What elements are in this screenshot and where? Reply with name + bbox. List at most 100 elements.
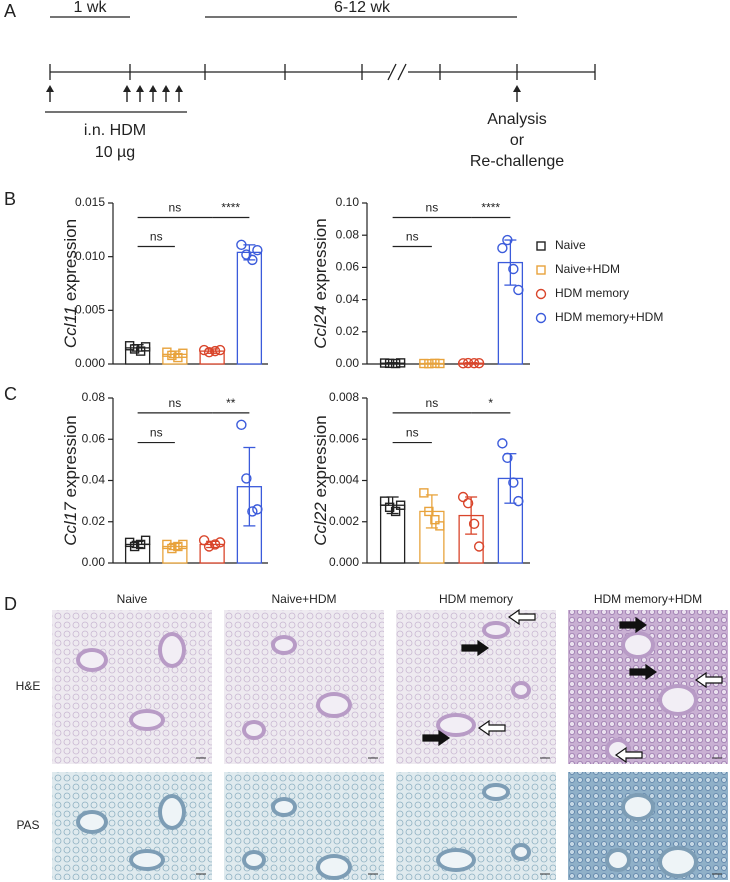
airway-lumen [246, 724, 262, 736]
data-point [214, 537, 226, 548]
y-tick-label: 0.010 [75, 249, 105, 263]
y-tick-label: 0.00 [336, 356, 360, 370]
gene-name: Ccl22 [311, 502, 330, 546]
row-label: PAS [16, 818, 39, 832]
panel-letter: B [4, 189, 16, 209]
data-point [203, 346, 215, 358]
data-point [129, 541, 140, 552]
data-point [462, 357, 474, 369]
airway-lumen [486, 625, 506, 635]
airway-lumen [515, 847, 527, 857]
data-point [203, 541, 215, 552]
legend-marker [536, 265, 546, 275]
column-header: HDM memory+HDM [594, 592, 702, 606]
data-point [198, 535, 210, 546]
y-tick-label: 0.015 [75, 195, 105, 209]
micrograph [568, 610, 728, 764]
data-point [236, 239, 247, 251]
arrow-open [694, 671, 723, 689]
data-point [473, 541, 485, 552]
dose-label: i.n. HDM [84, 122, 146, 139]
column-header: Naive [117, 592, 148, 606]
data-point [468, 357, 480, 369]
significance-label: ** [226, 396, 236, 410]
panel-letter: A [4, 1, 16, 21]
data-point [395, 358, 406, 368]
data-point [173, 541, 183, 552]
y-tick-label: 0.008 [329, 390, 359, 404]
data-point [390, 506, 401, 517]
data-point [241, 473, 252, 484]
arrow-head [513, 85, 521, 92]
data-point [419, 488, 429, 498]
duration-label: 1 wk [74, 0, 108, 16]
data-point [214, 344, 226, 356]
panel-letter: C [4, 384, 17, 404]
airway-lumen [440, 717, 472, 733]
y-tick-label: 0.10 [336, 195, 360, 209]
legend-marker [535, 312, 547, 324]
data-point [513, 495, 524, 507]
bar [236, 251, 263, 365]
y-axis-label: Ccl24 expression [311, 218, 330, 348]
airway-lumen [320, 858, 348, 876]
airway-lumen [275, 801, 293, 813]
legend-label: Naive+HDM [555, 262, 620, 276]
legend-marker [535, 288, 547, 300]
y-axis-text: expression [61, 219, 80, 301]
micrograph [396, 610, 556, 764]
y-axis-label: Ccl11 expression [61, 219, 80, 348]
significance-label: ns [150, 426, 163, 440]
y-axis-label: Ccl22 expression [311, 415, 330, 545]
data-point [390, 358, 401, 369]
y-tick-label: 0.002 [329, 514, 359, 528]
data-point [497, 242, 508, 254]
data-point [178, 539, 188, 550]
arrow-head [46, 85, 54, 92]
arrow-open [477, 719, 506, 737]
data-point [379, 358, 390, 368]
endpoint-label: Analysis [487, 111, 547, 128]
arrow-head [149, 85, 157, 92]
micrograph [224, 610, 384, 764]
y-tick-label: 0.00 [82, 555, 106, 569]
data-point [252, 245, 263, 256]
airway-lumen [275, 639, 293, 651]
airway-lumen [609, 852, 627, 868]
data-point [468, 518, 480, 530]
significance-label: ns [150, 230, 163, 244]
endpoint-label: or [510, 132, 525, 149]
arrow-solid [461, 639, 490, 657]
arrow-solid [422, 729, 451, 747]
data-point [178, 348, 188, 358]
legend-label: HDM memory+HDM [555, 310, 663, 324]
data-point [379, 496, 390, 506]
data-point [502, 452, 513, 464]
y-tick-label: 0.005 [75, 303, 105, 317]
data-point [513, 284, 524, 296]
airway-lumen [486, 787, 506, 797]
y-axis-text: expression [311, 415, 330, 497]
significance-label: * [488, 396, 493, 410]
column-header: Naive+HDM [271, 592, 336, 606]
data-point [247, 254, 258, 266]
arrow-head [162, 85, 170, 92]
airway-lumen [133, 853, 161, 867]
data-point [209, 539, 221, 550]
airway-lumen [662, 688, 694, 712]
data-point [419, 358, 429, 369]
arrow-head [123, 85, 131, 92]
panel-letter: D [4, 594, 17, 614]
y-tick-label: 0.06 [82, 431, 106, 445]
data-point [424, 358, 434, 369]
significance-label: ns [426, 201, 439, 215]
data-point [384, 358, 395, 369]
data-point [473, 357, 485, 369]
arrow-open [507, 608, 536, 626]
column-header: HDM memory [439, 592, 513, 606]
airway-lumen [80, 652, 104, 668]
timeline [45, 16, 596, 113]
micrograph [396, 772, 556, 880]
airway-lumen [133, 713, 161, 727]
